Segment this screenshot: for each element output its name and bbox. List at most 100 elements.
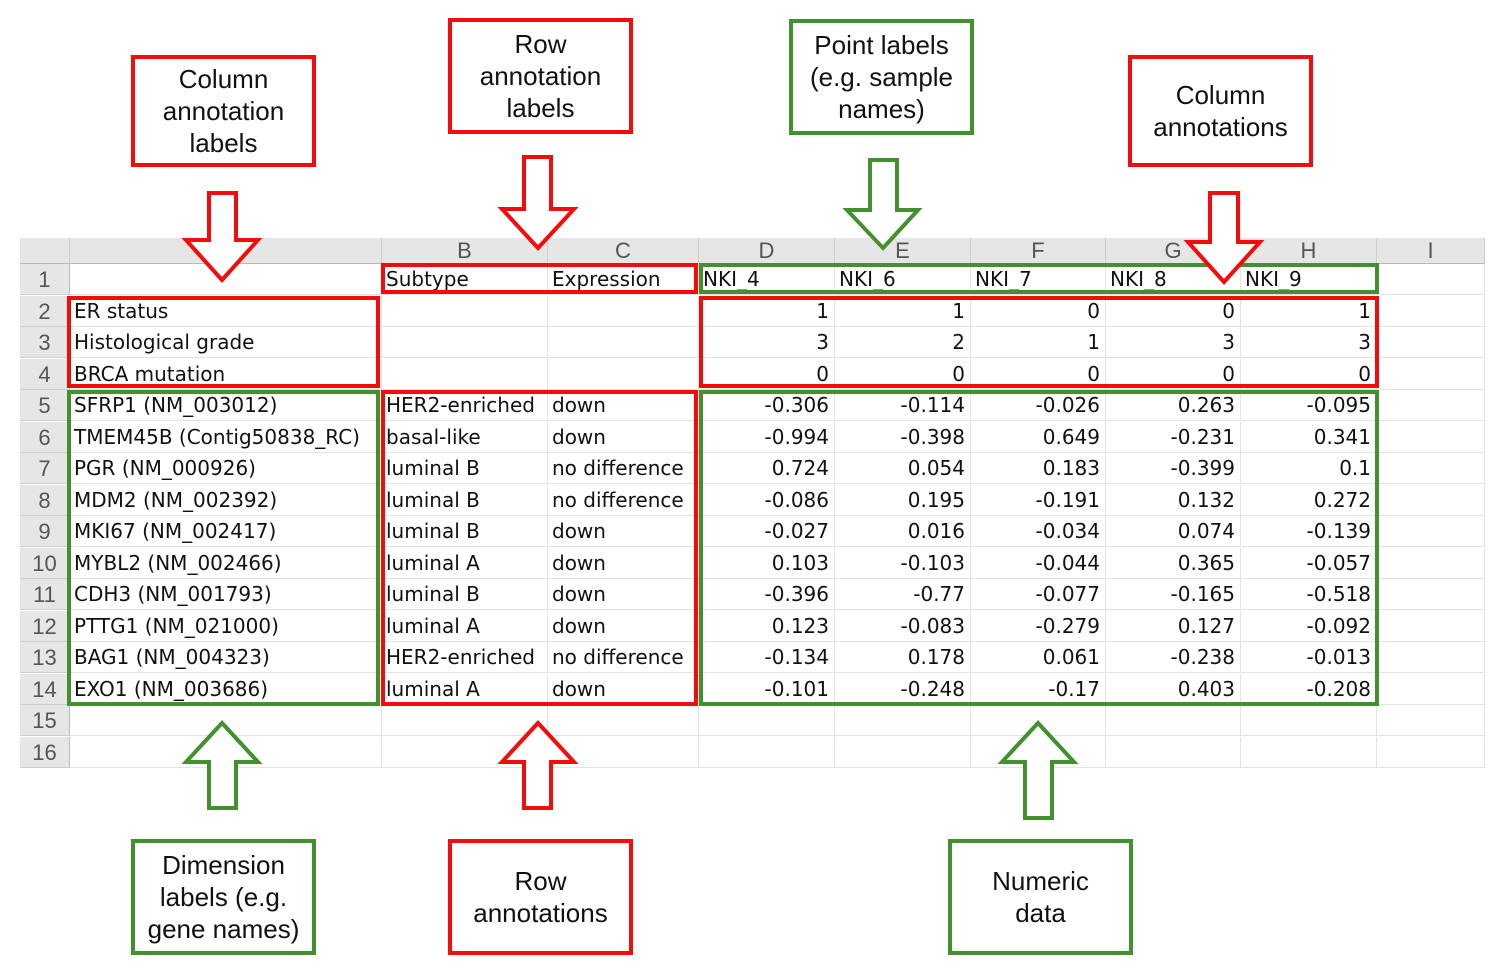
cell-numeric-value[interactable]: -0.134 <box>699 642 835 673</box>
cell-gene-name[interactable]: SFRP1 (NM_003012) <box>70 390 382 421</box>
cell-annotation-value[interactable]: 3 <box>1106 327 1241 358</box>
cell-numeric-value[interactable]: 0.263 <box>1106 390 1241 421</box>
cell-numeric-value[interactable]: 0.061 <box>971 642 1106 673</box>
column-header-i[interactable]: I <box>1377 238 1485 264</box>
cell-sample-name[interactable]: NKI_4 <box>699 264 835 295</box>
cell-empty[interactable] <box>1377 295 1485 327</box>
cell-numeric-value[interactable]: 0.183 <box>971 453 1106 484</box>
cell-empty[interactable] <box>1377 516 1485 547</box>
cell-annotation-value[interactable]: 0 <box>835 358 971 390</box>
cell-numeric-value[interactable]: -0.518 <box>1241 579 1377 610</box>
cell-empty[interactable] <box>1377 705 1485 736</box>
cell-numeric-value[interactable]: -0.77 <box>835 579 971 610</box>
cell-empty[interactable] <box>1377 390 1485 421</box>
row-header[interactable]: 5 <box>20 390 70 421</box>
cell-numeric-value[interactable]: 0.103 <box>699 547 835 579</box>
cell-annotation-label[interactable]: BRCA mutation <box>70 358 382 390</box>
cell-subtype[interactable]: luminal B <box>382 516 548 547</box>
cell-subtype[interactable]: luminal B <box>382 579 548 610</box>
cell-expression[interactable]: no difference <box>548 642 699 673</box>
cell-subtype[interactable]: luminal A <box>382 610 548 642</box>
cell-numeric-value[interactable]: 0.123 <box>699 610 835 642</box>
cell-numeric-value[interactable]: -0.044 <box>971 547 1106 579</box>
row-header[interactable]: 15 <box>20 705 70 736</box>
cell-numeric-value[interactable]: 0.054 <box>835 453 971 484</box>
cell-subtype[interactable]: luminal B <box>382 453 548 484</box>
cell-numeric-value[interactable]: 0.195 <box>835 484 971 516</box>
cell-numeric-value[interactable]: -0.279 <box>971 610 1106 642</box>
row-header[interactable]: 11 <box>20 579 70 610</box>
cell-numeric-value[interactable]: -0.238 <box>1106 642 1241 673</box>
cell-empty[interactable] <box>835 736 971 768</box>
cell-empty[interactable] <box>1377 579 1485 610</box>
cell-numeric-value[interactable]: -0.398 <box>835 421 971 453</box>
cell-empty[interactable] <box>70 705 382 736</box>
cell-numeric-value[interactable]: 0.365 <box>1106 547 1241 579</box>
cell-gene-name[interactable]: MYBL2 (NM_002466) <box>70 547 382 579</box>
cell-numeric-value[interactable]: 0.016 <box>835 516 971 547</box>
cell-empty[interactable] <box>1377 610 1485 642</box>
cell-subtype[interactable]: luminal B <box>382 484 548 516</box>
cell-empty[interactable] <box>1241 705 1377 736</box>
cell-annotation-value[interactable]: 0 <box>971 295 1106 327</box>
cell-annotation-value[interactable]: 3 <box>699 327 835 358</box>
row-header[interactable]: 7 <box>20 453 70 484</box>
cell-numeric-value[interactable]: -0.399 <box>1106 453 1241 484</box>
cell-empty[interactable] <box>1377 547 1485 579</box>
cell-empty[interactable] <box>548 327 699 358</box>
column-header-g[interactable]: G <box>1106 238 1241 264</box>
cell-gene-name[interactable]: CDH3 (NM_001793) <box>70 579 382 610</box>
cell-empty[interactable] <box>971 736 1106 768</box>
cell-numeric-value[interactable]: 0.127 <box>1106 610 1241 642</box>
cell-empty[interactable] <box>1377 421 1485 453</box>
column-header-f[interactable]: F <box>971 238 1106 264</box>
cell-numeric-value[interactable]: -0.092 <box>1241 610 1377 642</box>
column-header-c[interactable]: C <box>548 238 699 264</box>
cell-numeric-value[interactable]: -0.086 <box>699 484 835 516</box>
cell-gene-name[interactable]: EXO1 (NM_003686) <box>70 673 382 705</box>
cell-numeric-value[interactable]: -0.994 <box>699 421 835 453</box>
cell-empty[interactable] <box>699 736 835 768</box>
cell-gene-name[interactable]: BAG1 (NM_004323) <box>70 642 382 673</box>
cell-empty[interactable] <box>382 736 548 768</box>
cell-empty[interactable] <box>548 295 699 327</box>
cell-subtype[interactable]: HER2-enriched <box>382 390 548 421</box>
cell-annotation-value[interactable]: 0 <box>699 358 835 390</box>
cell-sample-name[interactable]: NKI_6 <box>835 264 971 295</box>
row-header[interactable]: 9 <box>20 516 70 547</box>
cell-numeric-value[interactable]: -0.027 <box>699 516 835 547</box>
cell-empty[interactable] <box>1241 736 1377 768</box>
cell-numeric-value[interactable]: -0.057 <box>1241 547 1377 579</box>
cell-empty[interactable] <box>1377 642 1485 673</box>
cell-numeric-value[interactable]: -0.396 <box>699 579 835 610</box>
row-header[interactable]: 16 <box>20 736 70 768</box>
cell-empty[interactable] <box>1377 736 1485 768</box>
cell-numeric-value[interactable]: -0.026 <box>971 390 1106 421</box>
cell-annotation-value[interactable]: 1 <box>971 327 1106 358</box>
cell-numeric-value[interactable]: -0.103 <box>835 547 971 579</box>
cell-annotation-value[interactable]: 0 <box>1106 295 1241 327</box>
row-header[interactable]: 2 <box>20 295 70 327</box>
cell-empty[interactable] <box>382 295 548 327</box>
column-header-e[interactable]: E <box>835 238 971 264</box>
row-header[interactable]: 6 <box>20 421 70 453</box>
cell-expression[interactable]: down <box>548 610 699 642</box>
cell-subtype[interactable]: basal-like <box>382 421 548 453</box>
cell-numeric-value[interactable]: -0.077 <box>971 579 1106 610</box>
row-header[interactable]: 1 <box>20 264 70 295</box>
cell-gene-name[interactable]: MDM2 (NM_002392) <box>70 484 382 516</box>
row-header[interactable]: 10 <box>20 547 70 579</box>
cell-numeric-value[interactable]: -0.114 <box>835 390 971 421</box>
cell-expression[interactable]: down <box>548 516 699 547</box>
cell-expression[interactable]: no difference <box>548 453 699 484</box>
cell-empty[interactable] <box>548 705 699 736</box>
row-header[interactable]: 3 <box>20 327 70 358</box>
cell-empty[interactable] <box>971 705 1106 736</box>
cell-annotation-value[interactable]: 1 <box>835 295 971 327</box>
cell-expression[interactable]: down <box>548 390 699 421</box>
cell-empty[interactable] <box>548 736 699 768</box>
column-header-a[interactable] <box>70 238 382 264</box>
row-header[interactable]: 13 <box>20 642 70 673</box>
row-header[interactable]: 8 <box>20 484 70 516</box>
cell-subtype[interactable]: HER2-enriched <box>382 642 548 673</box>
